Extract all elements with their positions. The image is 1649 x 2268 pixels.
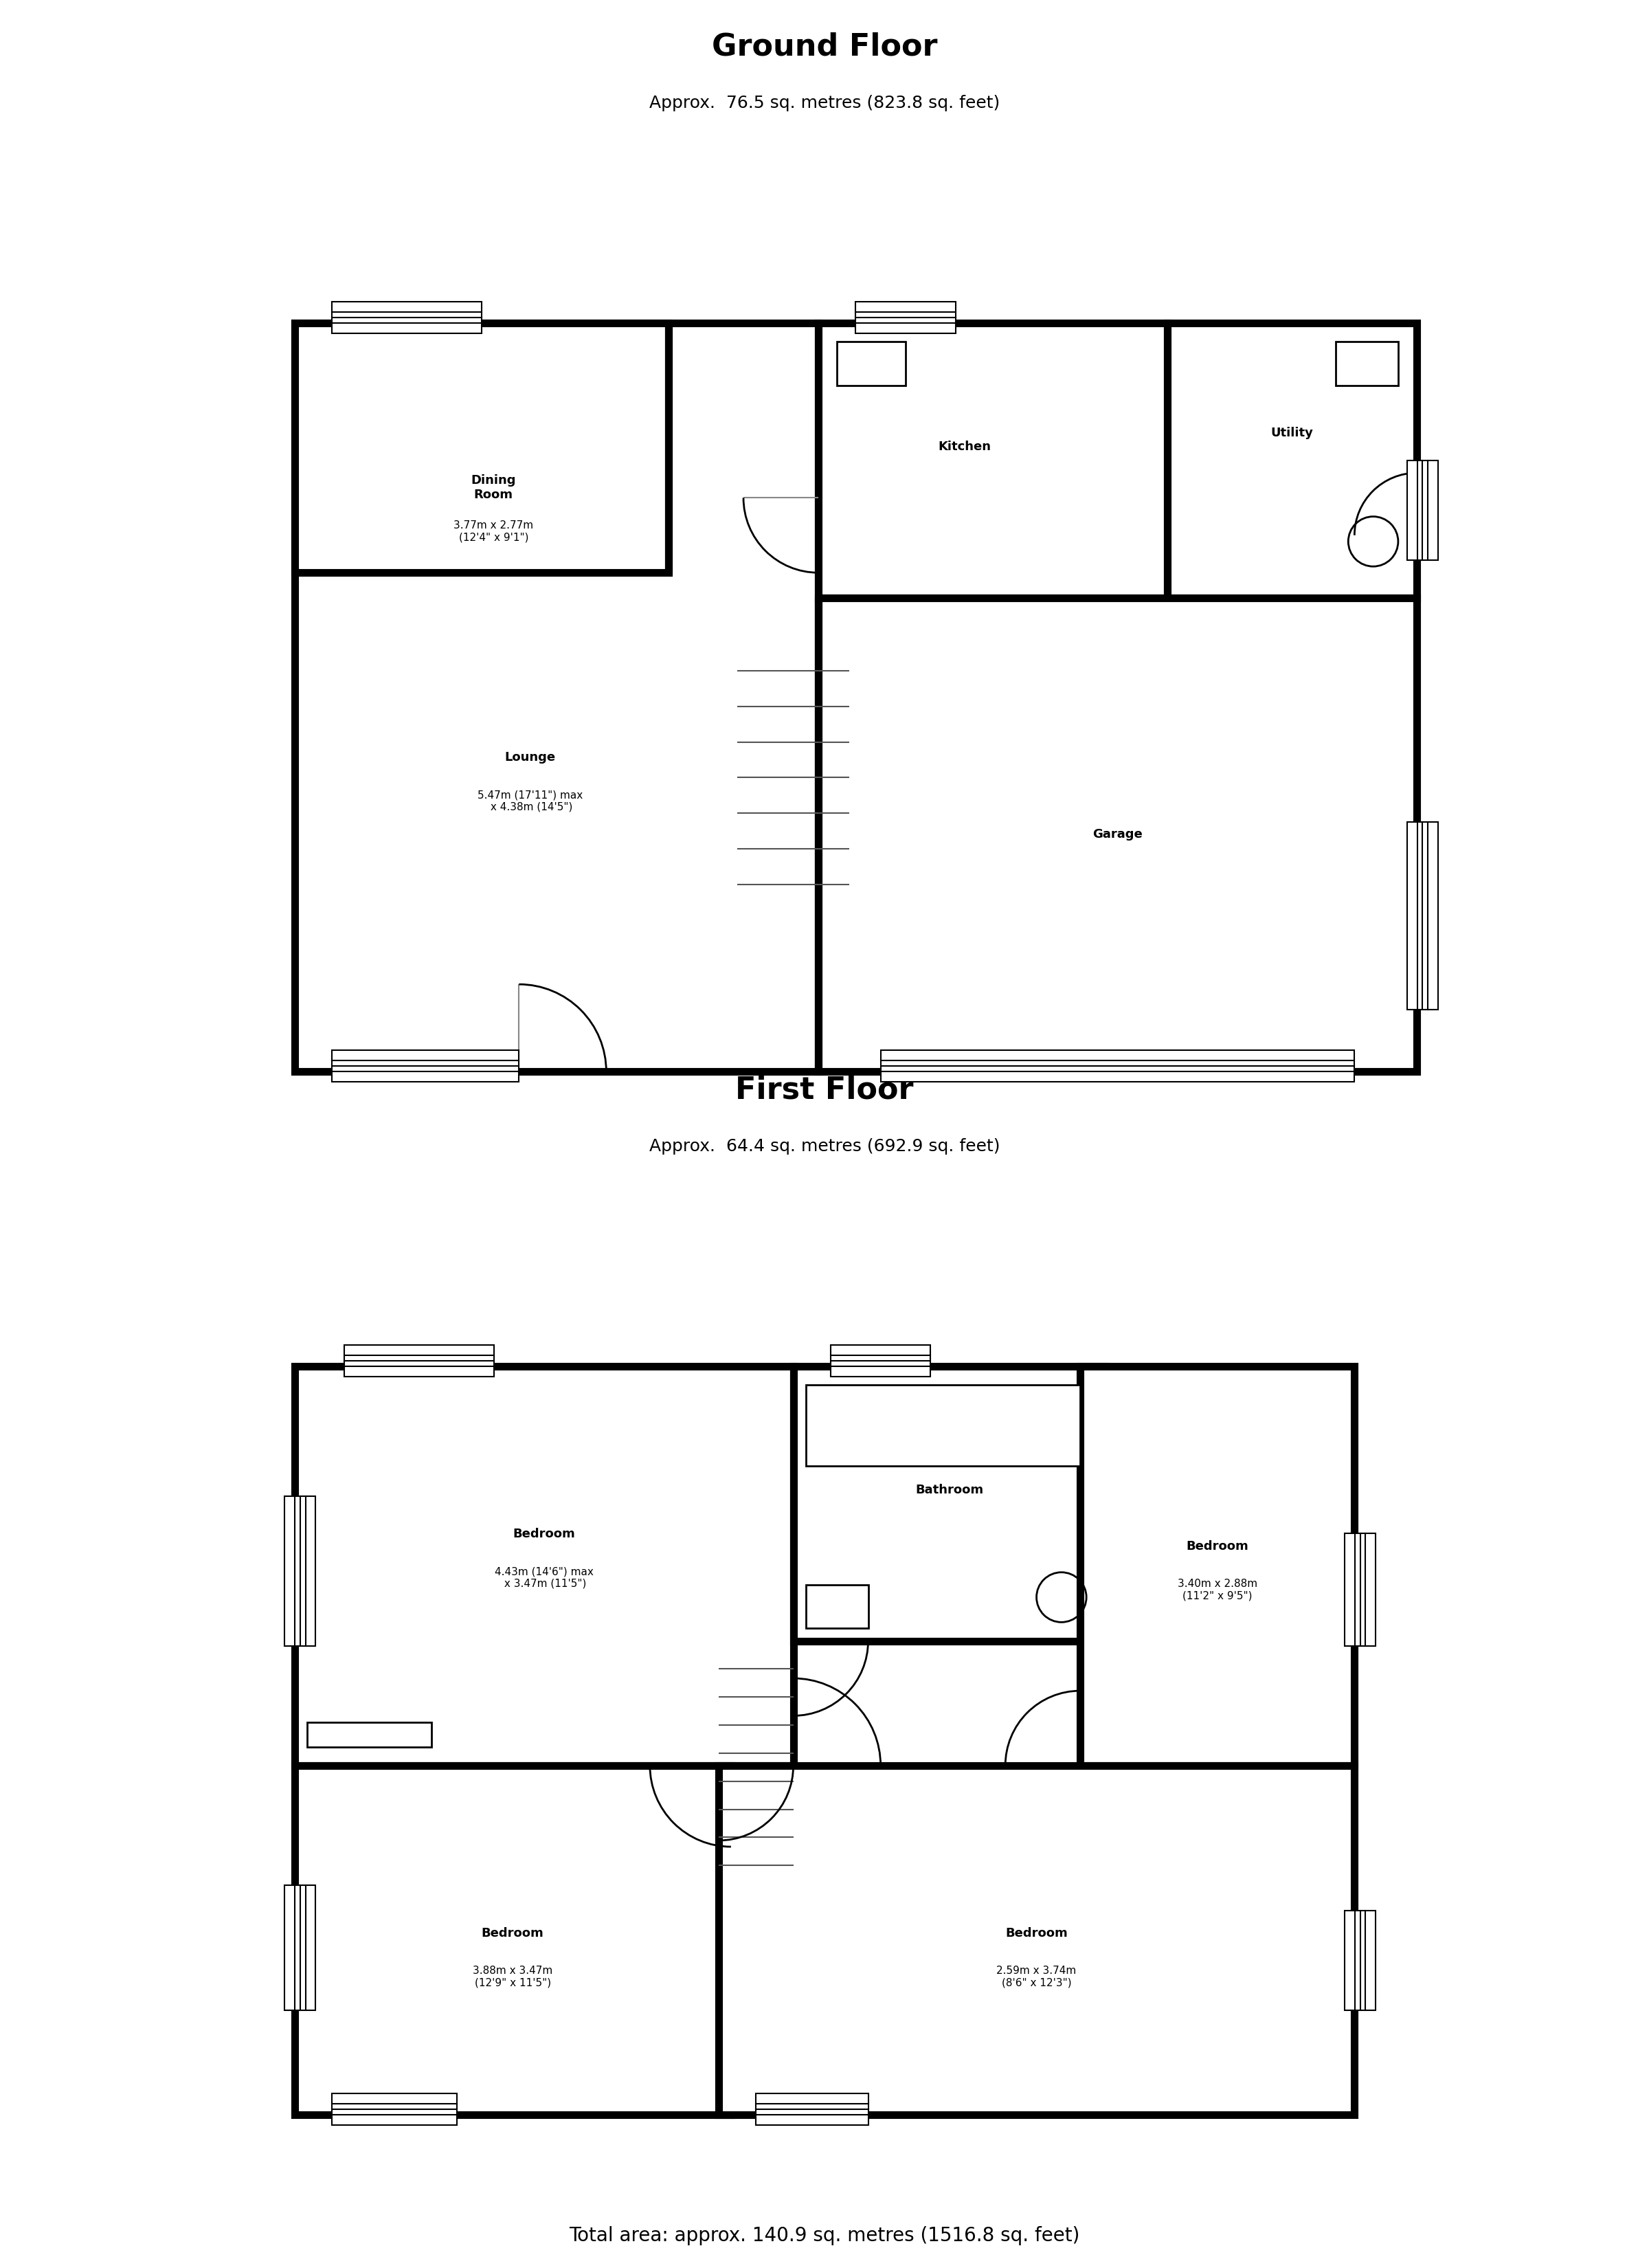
Bar bbox=[856, 302, 955, 333]
Text: Approx.  76.5 sq. metres (823.8 sq. feet): Approx. 76.5 sq. metres (823.8 sq. feet) bbox=[650, 95, 999, 111]
Bar bbox=[295, 1365, 793, 1765]
Bar bbox=[806, 1585, 867, 1628]
Text: Bedroom: Bedroom bbox=[513, 1529, 576, 1540]
Bar bbox=[1080, 1365, 1354, 1765]
Text: First Floor: First Floor bbox=[735, 1075, 914, 1105]
Bar bbox=[831, 1345, 930, 1377]
Text: Dining
Room: Dining Room bbox=[472, 474, 516, 501]
Bar bbox=[1344, 1910, 1375, 2009]
Bar bbox=[818, 322, 1167, 599]
Text: 3.40m x 2.88m
(11'2" x 9'5"): 3.40m x 2.88m (11'2" x 9'5") bbox=[1177, 1579, 1257, 1601]
Bar bbox=[307, 1721, 432, 1746]
Bar bbox=[295, 322, 668, 572]
Text: Approx.  64.4 sq. metres (692.9 sq. feet): Approx. 64.4 sq. metres (692.9 sq. feet) bbox=[650, 1139, 999, 1154]
Text: Total area: approx. 140.9 sq. metres (1516.8 sq. feet): Total area: approx. 140.9 sq. metres (15… bbox=[569, 2227, 1080, 2245]
Text: 3.77m x 2.77m
(12'4" x 9'1"): 3.77m x 2.77m (12'4" x 9'1") bbox=[453, 519, 533, 542]
Bar bbox=[331, 1050, 519, 1082]
Bar bbox=[285, 1885, 315, 2009]
Text: 4.43m (14'6") max
 x 3.47m (11'5"): 4.43m (14'6") max x 3.47m (11'5") bbox=[495, 1567, 594, 1590]
Bar bbox=[1344, 1533, 1375, 1647]
Text: 5.47m (17'11") max
 x 4.38m (14'5"): 5.47m (17'11") max x 4.38m (14'5") bbox=[478, 789, 582, 812]
Bar bbox=[838, 342, 905, 386]
Text: 2.59m x 3.74m
(8'6" x 12'3"): 2.59m x 3.74m (8'6" x 12'3") bbox=[996, 1966, 1077, 1989]
Bar bbox=[1336, 342, 1398, 386]
Bar bbox=[295, 322, 818, 1073]
Text: 3.88m x 3.47m
(12'9" x 11'5"): 3.88m x 3.47m (12'9" x 11'5") bbox=[473, 1966, 552, 1989]
Bar bbox=[793, 1365, 1105, 1642]
Text: Utility: Utility bbox=[1271, 426, 1313, 440]
Bar bbox=[331, 2093, 457, 2125]
Text: Bedroom: Bedroom bbox=[1186, 1540, 1248, 1551]
Text: Bathroom: Bathroom bbox=[915, 1483, 983, 1497]
Text: Bedroom: Bedroom bbox=[482, 1928, 544, 1939]
Bar bbox=[755, 2093, 867, 2125]
Bar bbox=[719, 1765, 1354, 2114]
Text: Ground Floor: Ground Floor bbox=[712, 32, 937, 61]
Bar bbox=[1407, 460, 1438, 560]
Bar bbox=[285, 1497, 315, 1647]
Bar bbox=[1407, 823, 1438, 1009]
Bar bbox=[818, 599, 1416, 1073]
Text: Bedroom: Bedroom bbox=[1006, 1928, 1067, 1939]
Bar bbox=[345, 1345, 495, 1377]
Bar bbox=[295, 1765, 731, 2114]
Bar bbox=[331, 302, 482, 333]
Text: Garage: Garage bbox=[1093, 828, 1143, 841]
Bar bbox=[806, 1386, 1080, 1467]
Text: Kitchen: Kitchen bbox=[938, 440, 991, 454]
Bar bbox=[881, 1050, 1354, 1082]
Text: Lounge: Lounge bbox=[505, 751, 556, 764]
Bar bbox=[1167, 322, 1416, 599]
